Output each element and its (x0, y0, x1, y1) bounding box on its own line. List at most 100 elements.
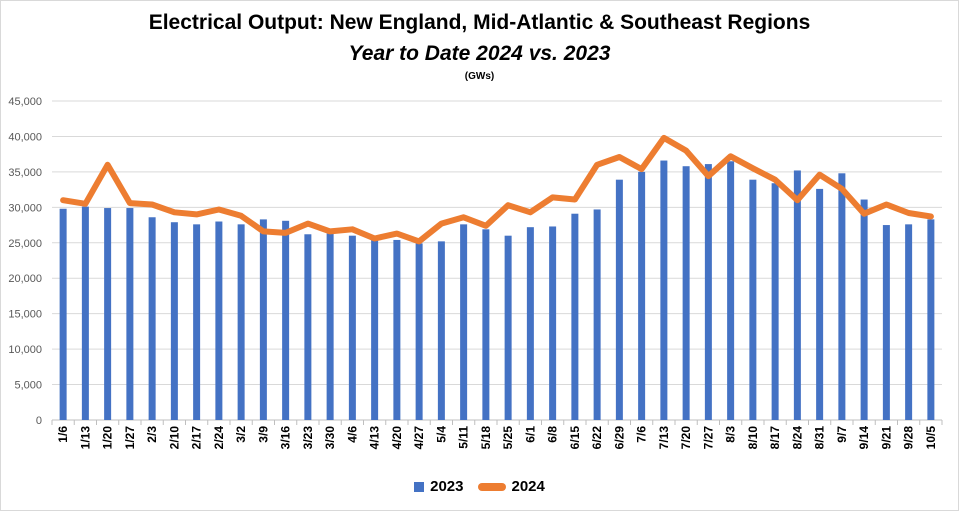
x-tick-label: 1/27 (123, 426, 137, 450)
chart-subtitle: Year to Date 2024 vs. 2023 (348, 42, 611, 65)
x-tick-label: 7/20 (679, 426, 693, 450)
bar-2023 (393, 239, 401, 420)
point-2024 (173, 211, 175, 213)
chart-title: Electrical Output: New England, Mid-Atla… (148, 11, 811, 34)
bar-2023 (793, 170, 801, 420)
bar-2023 (104, 208, 112, 420)
bar-2023 (59, 208, 67, 420)
point-2024 (618, 156, 620, 158)
x-tick-label: 5/4 (434, 426, 448, 443)
point-2024 (529, 211, 531, 213)
legend-swatch-2023 (414, 481, 425, 492)
x-tick-label: 5/18 (479, 426, 493, 450)
x-tick-label: 5/11 (457, 426, 471, 449)
y-tick-label: 45,000 (8, 96, 42, 108)
point-2024 (374, 238, 376, 240)
bar-2023 (326, 233, 334, 420)
bar-2023 (593, 209, 601, 420)
point-2024 (930, 216, 932, 218)
x-tick-label: 3/2 (234, 426, 248, 443)
point-2024 (307, 223, 309, 225)
point-2024 (129, 202, 131, 204)
y-tick-label: 20,000 (8, 273, 42, 285)
point-2024 (885, 203, 887, 205)
x-tick-label: 3/23 (301, 426, 315, 450)
x-tick-label: 4/27 (412, 426, 426, 450)
x-tick-label: 8/31 (813, 426, 827, 450)
point-2024 (151, 203, 153, 205)
x-tick-label: 9/28 (902, 426, 916, 450)
x-tick-label: 6/22 (590, 426, 604, 450)
bar-2023 (193, 224, 201, 420)
point-2024 (285, 232, 287, 234)
x-tick-label: 2/24 (212, 426, 226, 450)
point-2024 (596, 164, 598, 166)
bar-2023 (749, 179, 757, 420)
y-tick-label: 10,000 (8, 344, 42, 356)
x-tick-label: 3/30 (323, 426, 337, 450)
bar-2023 (348, 235, 356, 420)
bar-2023 (259, 219, 267, 420)
bar-2023 (526, 227, 534, 420)
point-2024 (752, 167, 754, 169)
bar-2023 (927, 219, 935, 420)
bar-2023 (838, 173, 846, 420)
point-2024 (418, 240, 420, 242)
x-tick-label: 8/3 (724, 426, 738, 443)
x-tick-label: 4/6 (345, 426, 359, 443)
point-2024 (819, 174, 821, 176)
bar-2023 (460, 224, 468, 420)
bar-2023 (771, 183, 779, 420)
x-tick-label: 8/17 (768, 426, 782, 450)
point-2024 (730, 155, 732, 157)
x-tick-label: 4/20 (390, 426, 404, 450)
point-2024 (574, 199, 576, 201)
x-tick-label: 8/10 (746, 426, 760, 450)
x-tick-label: 4/13 (368, 426, 382, 450)
x-tick-label: 2/17 (190, 426, 204, 450)
point-2024 (463, 216, 465, 218)
point-2024 (552, 196, 554, 198)
bar-2023 (816, 188, 824, 420)
bar-2023 (415, 243, 423, 420)
point-2024 (685, 150, 687, 152)
unit-label: (GWs) (464, 71, 495, 82)
point-2024 (863, 213, 865, 215)
point-2024 (841, 188, 843, 190)
bar-2023 (615, 179, 623, 420)
point-2024 (351, 228, 353, 230)
x-tick-label: 1/6 (56, 426, 70, 443)
x-tick-label: 10/5 (924, 426, 938, 450)
legend-item-2024: 2024 (477, 478, 545, 495)
x-tick-label: 3/16 (279, 426, 293, 450)
y-tick-label: 15,000 (8, 309, 42, 321)
point-2024 (485, 225, 487, 227)
point-2024 (107, 164, 109, 166)
bar-2023 (727, 161, 735, 420)
point-2024 (774, 179, 776, 181)
bar-2023 (860, 199, 868, 420)
point-2024 (707, 175, 709, 177)
y-tick-label: 0 (36, 415, 42, 427)
legend: 2023 2024 (0, 478, 959, 495)
bar-2023 (81, 206, 89, 420)
point-2024 (396, 233, 398, 235)
point-2024 (218, 208, 220, 210)
x-tick-label: 2/3 (145, 426, 159, 443)
x-tick-label: 7/27 (701, 426, 715, 450)
bar-2023 (882, 225, 890, 420)
y-tick-label: 40,000 (8, 131, 42, 143)
line-2024 (60, 134, 934, 245)
legend-swatch-2024 (477, 482, 506, 491)
legend-item-2023: 2023 (414, 478, 464, 495)
x-tick-label: 3/9 (256, 426, 270, 443)
bar-2023 (304, 234, 312, 420)
x-tick-label: 6/8 (546, 426, 560, 443)
x-tick-label: 5/25 (501, 426, 515, 450)
point-2024 (262, 230, 264, 232)
bar-2023 (170, 222, 178, 420)
bar-2023 (905, 224, 913, 420)
point-2024 (196, 213, 198, 215)
point-2024 (240, 215, 242, 217)
point-2024 (84, 203, 86, 205)
